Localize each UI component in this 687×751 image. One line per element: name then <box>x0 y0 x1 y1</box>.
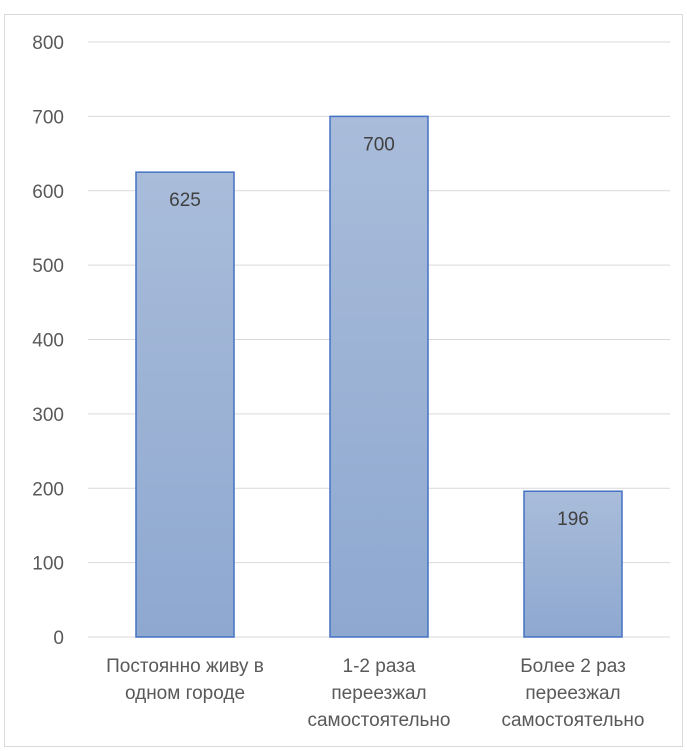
category-label: одном городе <box>125 683 245 704</box>
data-label: 196 <box>557 509 589 530</box>
bars <box>135 115 623 638</box>
y-tick-label: 800 <box>32 33 64 54</box>
y-tick-label: 0 <box>53 628 64 649</box>
y-tick-label: 400 <box>32 331 64 352</box>
y-axis-ticks: 0 100 200 300 400 500 600 700 800 <box>32 33 64 649</box>
category-label: самостоятельно <box>501 710 644 731</box>
y-tick-label: 700 <box>32 107 64 128</box>
y-tick-label: 500 <box>32 256 64 277</box>
category-label: переезжал <box>331 683 426 704</box>
category-label: Постоянно живу в <box>106 656 264 677</box>
data-label: 700 <box>363 134 395 155</box>
data-labels: 625 700 196 <box>169 134 589 530</box>
category-label: 1-2 раза <box>343 656 416 677</box>
y-tick-label: 600 <box>32 182 64 203</box>
bar <box>135 171 235 638</box>
category-label: самостоятельно <box>307 710 450 731</box>
y-tick-label: 200 <box>32 479 64 500</box>
category-label: переезжал <box>525 683 620 704</box>
y-tick-label: 300 <box>32 405 64 426</box>
bar <box>523 490 623 638</box>
data-label: 625 <box>169 190 201 211</box>
x-axis-categories: Постоянно живу в одном городе 1-2 раза пере… <box>106 656 644 731</box>
category-label: Более 2 раз <box>520 656 626 677</box>
bar <box>329 115 429 638</box>
y-tick-label: 100 <box>32 554 64 575</box>
